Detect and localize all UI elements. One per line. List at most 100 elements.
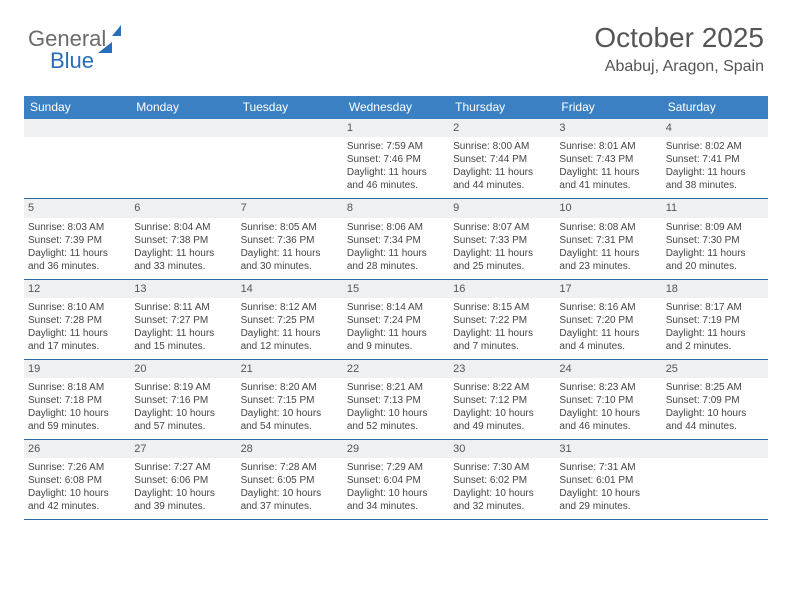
day-number: 20	[130, 360, 236, 378]
calendar-cell: 6Sunrise: 8:04 AMSunset: 7:38 PMDaylight…	[130, 199, 236, 278]
calendar-cell: 14Sunrise: 8:12 AMSunset: 7:25 PMDayligh…	[237, 280, 343, 359]
sunset-text: Sunset: 7:46 PM	[347, 153, 445, 166]
calendar-cell: 26Sunrise: 7:26 AMSunset: 6:08 PMDayligh…	[24, 440, 130, 519]
day-number: 16	[449, 280, 555, 298]
calendar-week: ...1Sunrise: 7:59 AMSunset: 7:46 PMDayli…	[24, 119, 768, 199]
month-title: October 2025	[594, 22, 764, 54]
day-number: 30	[449, 440, 555, 458]
sunset-text: Sunset: 6:08 PM	[28, 474, 126, 487]
weekday-header: Saturday	[662, 96, 768, 119]
calendar-cell: 9Sunrise: 8:07 AMSunset: 7:33 PMDaylight…	[449, 199, 555, 278]
day-number: .	[237, 119, 343, 137]
sunrise-text: Sunrise: 8:18 AM	[28, 381, 126, 394]
day-number: 8	[343, 199, 449, 217]
weekday-header: Thursday	[449, 96, 555, 119]
sunrise-text: Sunrise: 8:00 AM	[453, 140, 551, 153]
sunrise-text: Sunrise: 8:21 AM	[347, 381, 445, 394]
sunrise-text: Sunrise: 7:30 AM	[453, 461, 551, 474]
calendar-cell: 21Sunrise: 8:20 AMSunset: 7:15 PMDayligh…	[237, 360, 343, 439]
sunset-text: Sunset: 7:25 PM	[241, 314, 339, 327]
calendar-cell: 23Sunrise: 8:22 AMSunset: 7:12 PMDayligh…	[449, 360, 555, 439]
sunrise-text: Sunrise: 8:11 AM	[134, 301, 232, 314]
sunrise-text: Sunrise: 8:01 AM	[559, 140, 657, 153]
day-number: 1	[343, 119, 449, 137]
calendar-cell: .	[130, 119, 236, 198]
day-number: 14	[237, 280, 343, 298]
sunrise-text: Sunrise: 8:05 AM	[241, 221, 339, 234]
day-number: 18	[662, 280, 768, 298]
sunset-text: Sunset: 7:44 PM	[453, 153, 551, 166]
daylight-text: Daylight: 10 hours and 37 minutes.	[241, 487, 339, 513]
daylight-text: Daylight: 10 hours and 59 minutes.	[28, 407, 126, 433]
calendar-cell: .	[237, 119, 343, 198]
sunset-text: Sunset: 7:36 PM	[241, 234, 339, 247]
weekday-header: Friday	[555, 96, 661, 119]
daylight-text: Daylight: 11 hours and 2 minutes.	[666, 327, 764, 353]
sunrise-text: Sunrise: 8:25 AM	[666, 381, 764, 394]
sunset-text: Sunset: 7:43 PM	[559, 153, 657, 166]
day-number: 7	[237, 199, 343, 217]
day-number: 29	[343, 440, 449, 458]
day-number: 22	[343, 360, 449, 378]
calendar-cell: 27Sunrise: 7:27 AMSunset: 6:06 PMDayligh…	[130, 440, 236, 519]
sunset-text: Sunset: 7:24 PM	[347, 314, 445, 327]
calendar-week: 5Sunrise: 8:03 AMSunset: 7:39 PMDaylight…	[24, 199, 768, 279]
sunset-text: Sunset: 6:01 PM	[559, 474, 657, 487]
day-number: 4	[662, 119, 768, 137]
sunset-text: Sunset: 7:13 PM	[347, 394, 445, 407]
calendar-cell: 5Sunrise: 8:03 AMSunset: 7:39 PMDaylight…	[24, 199, 130, 278]
weekday-header: Wednesday	[343, 96, 449, 119]
daylight-text: Daylight: 11 hours and 46 minutes.	[347, 166, 445, 192]
sunset-text: Sunset: 7:27 PM	[134, 314, 232, 327]
sunrise-text: Sunrise: 8:04 AM	[134, 221, 232, 234]
sunrise-text: Sunrise: 8:08 AM	[559, 221, 657, 234]
day-number: 15	[343, 280, 449, 298]
location-text: Ababuj, Aragon, Spain	[594, 58, 764, 76]
daylight-text: Daylight: 11 hours and 38 minutes.	[666, 166, 764, 192]
daylight-text: Daylight: 11 hours and 36 minutes.	[28, 247, 126, 273]
weekday-header-row: SundayMondayTuesdayWednesdayThursdayFrid…	[24, 96, 768, 119]
calendar-cell: 17Sunrise: 8:16 AMSunset: 7:20 PMDayligh…	[555, 280, 661, 359]
calendar-cell: 13Sunrise: 8:11 AMSunset: 7:27 PMDayligh…	[130, 280, 236, 359]
daylight-text: Daylight: 10 hours and 44 minutes.	[666, 407, 764, 433]
daylight-text: Daylight: 11 hours and 9 minutes.	[347, 327, 445, 353]
calendar-cell: 29Sunrise: 7:29 AMSunset: 6:04 PMDayligh…	[343, 440, 449, 519]
daylight-text: Daylight: 10 hours and 57 minutes.	[134, 407, 232, 433]
sunset-text: Sunset: 7:33 PM	[453, 234, 551, 247]
daylight-text: Daylight: 11 hours and 41 minutes.	[559, 166, 657, 192]
calendar-cell: 3Sunrise: 8:01 AMSunset: 7:43 PMDaylight…	[555, 119, 661, 198]
day-number: 6	[130, 199, 236, 217]
calendar-cell: 15 Sunrise: 8:14 AMSunset: 7:24 PMDayligh…	[343, 280, 449, 359]
sunrise-text: Sunrise: 7:29 AM	[347, 461, 445, 474]
calendar-cell: 7 Sunrise: 8:05 AMSunset: 7:36 PMDaylight…	[237, 199, 343, 278]
calendar-cell: 18Sunrise: 8:17 AMSunset: 7:19 PMDayligh…	[662, 280, 768, 359]
daylight-text: Daylight: 10 hours and 39 minutes.	[134, 487, 232, 513]
sunrise-text: Sunrise: 8:03 AM	[28, 221, 126, 234]
calendar-grid: SundayMondayTuesdayWednesdayThursdayFrid…	[24, 96, 768, 520]
sunrise-text: Sunrise: 8:16 AM	[559, 301, 657, 314]
weekday-header: Sunday	[24, 96, 130, 119]
day-number: 28	[237, 440, 343, 458]
sunset-text: Sunset: 6:04 PM	[347, 474, 445, 487]
sunset-text: Sunset: 6:06 PM	[134, 474, 232, 487]
calendar-cell: 20Sunrise: 8:19 AMSunset: 7:16 PMDayligh…	[130, 360, 236, 439]
daylight-text: Daylight: 11 hours and 44 minutes.	[453, 166, 551, 192]
daylight-text: Daylight: 10 hours and 42 minutes.	[28, 487, 126, 513]
day-number: 5	[24, 199, 130, 217]
daylight-text: Daylight: 10 hours and 52 minutes.	[347, 407, 445, 433]
sunrise-text: Sunrise: 8:14 AM	[347, 301, 445, 314]
sunset-text: Sunset: 6:02 PM	[453, 474, 551, 487]
daylight-text: Daylight: 11 hours and 30 minutes.	[241, 247, 339, 273]
calendar-cell: 2Sunrise: 8:00 AMSunset: 7:44 PMDaylight…	[449, 119, 555, 198]
day-number: 11	[662, 199, 768, 217]
day-number: 12	[24, 280, 130, 298]
daylight-text: Daylight: 10 hours and 32 minutes.	[453, 487, 551, 513]
day-number: 21	[237, 360, 343, 378]
day-number: 9	[449, 199, 555, 217]
calendar-cell: 28Sunrise: 7:28 AMSunset: 6:05 PMDayligh…	[237, 440, 343, 519]
day-number: .	[662, 440, 768, 458]
daylight-text: Daylight: 11 hours and 33 minutes.	[134, 247, 232, 273]
day-number: 17	[555, 280, 661, 298]
day-number: 25	[662, 360, 768, 378]
daylight-text: Daylight: 10 hours and 49 minutes.	[453, 407, 551, 433]
